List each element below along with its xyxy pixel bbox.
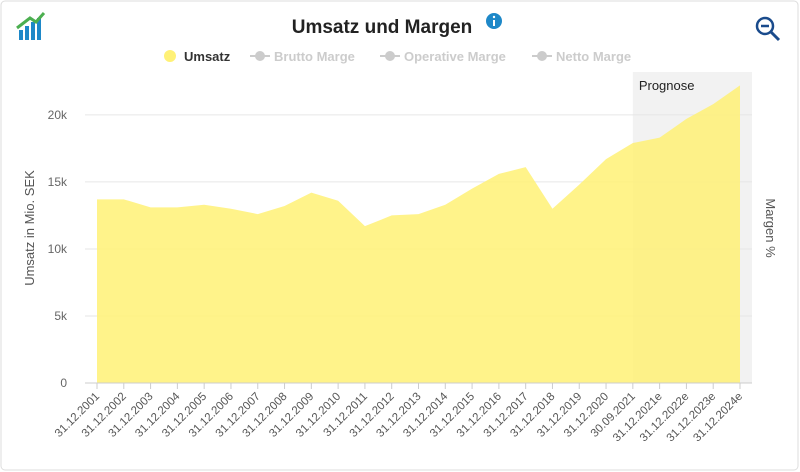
y-tick-label: 0 (60, 376, 67, 390)
legend-label: Umsatz (184, 49, 231, 64)
app-icon (16, 12, 46, 40)
info-icon[interactable] (486, 13, 502, 29)
legend-item[interactable]: Netto Marge (532, 49, 631, 64)
y2-axis-label: Margen % (763, 198, 778, 258)
zoom-button[interactable] (755, 16, 781, 42)
y-tick-label: 20k (48, 108, 68, 122)
legend-label: Netto Marge (556, 49, 631, 64)
y-tick-label: 10k (48, 242, 68, 256)
y-tick-label: 5k (54, 309, 68, 323)
chart-title: Umsatz und Margen (292, 17, 473, 38)
legend-marker (255, 51, 265, 61)
y-tick-label: 15k (48, 175, 68, 189)
legend-marker (537, 51, 547, 61)
legend-label: Brutto Marge (274, 49, 355, 64)
legend-item[interactable]: Brutto Marge (250, 49, 355, 64)
legend-marker (164, 50, 176, 62)
legend-item[interactable]: Operative Marge (380, 49, 506, 64)
y-axis-label: Umsatz in Mio. SEK (22, 170, 37, 286)
legend-marker (385, 51, 395, 61)
legend-item[interactable]: Umsatz (164, 49, 231, 64)
legend-label: Operative Marge (404, 49, 506, 64)
forecast-label: Prognose (639, 78, 695, 93)
area (97, 85, 740, 383)
